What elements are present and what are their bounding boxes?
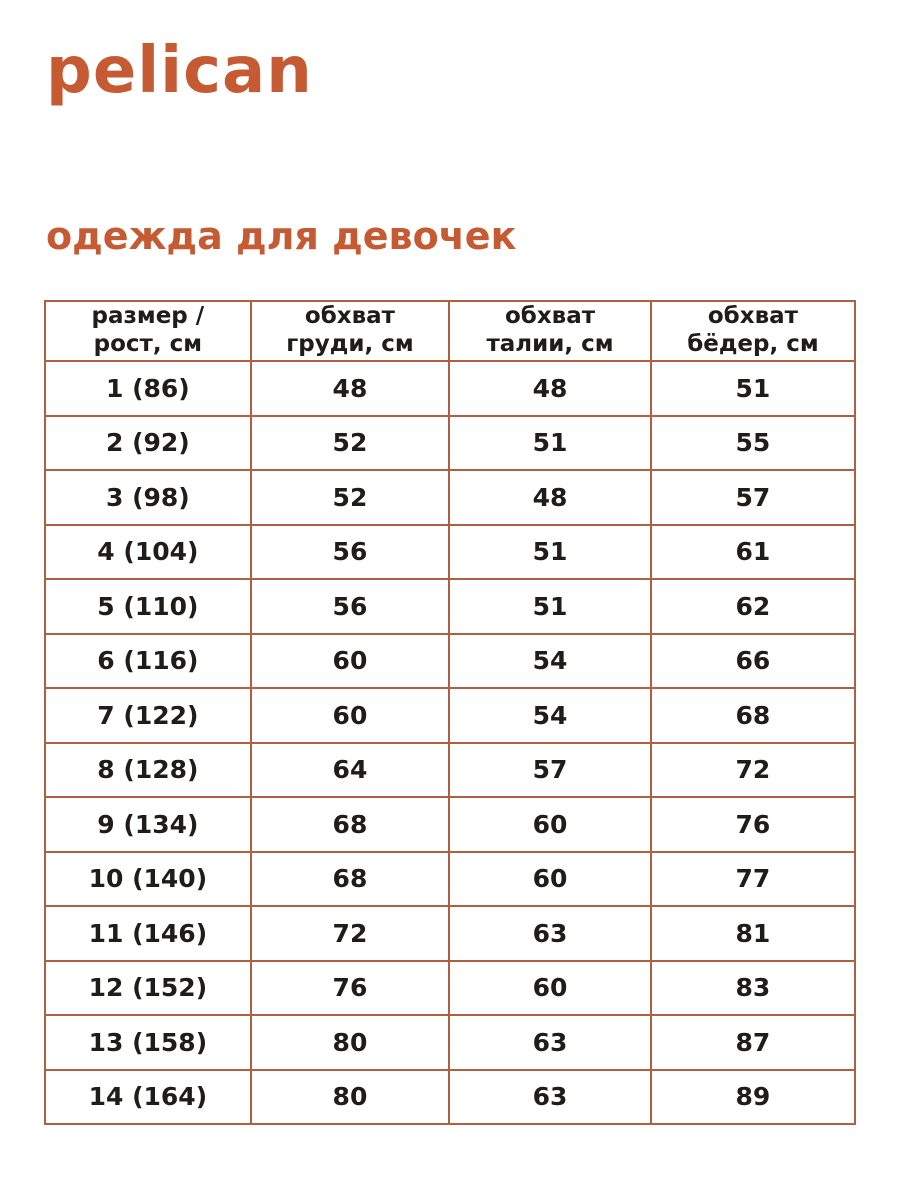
size-height-cell: 5 (110): [44, 578, 252, 635]
table-row: 14 (164) 80 63 89: [44, 1068, 857, 1125]
table-row: 2 (92) 52 51 55: [44, 414, 857, 471]
table-row: 1 (86) 48 48 51: [44, 360, 857, 417]
chest-cell: 56: [249, 578, 451, 635]
column-header-waist: обхват талии, см: [448, 300, 652, 362]
page-title: одежда для девочек: [46, 214, 517, 258]
column-header-chest: обхват груди, см: [249, 300, 451, 362]
hips-cell: 61: [649, 523, 857, 580]
chest-cell: 76: [249, 959, 451, 1016]
pelican-logo: pelican: [46, 34, 313, 108]
table-row: 6 (116) 60 54 66: [44, 632, 857, 689]
size-height-cell: 7 (122): [44, 687, 252, 744]
hips-cell: 72: [649, 741, 857, 798]
size-height-cell: 4 (104): [44, 523, 252, 580]
size-table-body: 1 (86) 48 48 51 2 (92) 52 51 55 3 (98) 52 48 57 4 (1…: [44, 360, 857, 1125]
table-row: 9 (134) 68 60 76: [44, 796, 857, 853]
size-height-cell: 11 (146): [44, 905, 252, 962]
table-row: 10 (140) 68 60 77: [44, 850, 857, 907]
hips-cell: 77: [649, 850, 857, 907]
chest-cell: 52: [249, 469, 451, 526]
hips-cell: 57: [649, 469, 857, 526]
header-row: размер / рост, см обхват груди, см обхва…: [44, 300, 857, 362]
size-height-cell: 12 (152): [44, 959, 252, 1016]
size-table-header: размер / рост, см обхват груди, см обхва…: [44, 300, 857, 362]
column-header-hips: обхват бёдер, см: [649, 300, 857, 362]
table-row: 5 (110) 56 51 62: [44, 578, 857, 635]
chest-cell: 56: [249, 523, 451, 580]
waist-cell: 51: [448, 414, 652, 471]
size-height-cell: 9 (134): [44, 796, 252, 853]
table-row: 8 (128) 64 57 72: [44, 741, 857, 798]
size-height-cell: 8 (128): [44, 741, 252, 798]
table-row: 3 (98) 52 48 57: [44, 469, 857, 526]
size-height-cell: 1 (86): [44, 360, 252, 417]
waist-cell: 60: [448, 850, 652, 907]
waist-cell: 54: [448, 687, 652, 744]
chest-cell: 80: [249, 1068, 451, 1125]
hips-cell: 76: [649, 796, 857, 853]
waist-cell: 57: [448, 741, 652, 798]
waist-cell: 48: [448, 469, 652, 526]
table-row: 4 (104) 56 51 61: [44, 523, 857, 580]
hips-cell: 55: [649, 414, 857, 471]
size-height-cell: 10 (140): [44, 850, 252, 907]
size-height-cell: 2 (92): [44, 414, 252, 471]
chest-cell: 48: [249, 360, 451, 417]
chest-cell: 60: [249, 632, 451, 689]
size-height-cell: 14 (164): [44, 1068, 252, 1125]
waist-cell: 51: [448, 578, 652, 635]
hips-cell: 62: [649, 578, 857, 635]
waist-cell: 48: [448, 360, 652, 417]
chest-cell: 68: [249, 796, 451, 853]
table-row: 12 (152) 76 60 83: [44, 959, 857, 1016]
chest-cell: 72: [249, 905, 451, 962]
size-height-cell: 6 (116): [44, 632, 252, 689]
chest-cell: 64: [249, 741, 451, 798]
waist-cell: 54: [448, 632, 652, 689]
size-height-cell: 3 (98): [44, 469, 252, 526]
hips-cell: 66: [649, 632, 857, 689]
column-header-size-height: размер / рост, см: [44, 300, 252, 362]
chest-cell: 80: [249, 1014, 451, 1071]
chest-cell: 60: [249, 687, 451, 744]
hips-cell: 68: [649, 687, 857, 744]
table-row: 7 (122) 60 54 68: [44, 687, 857, 744]
hips-cell: 51: [649, 360, 857, 417]
table-row: 13 (158) 80 63 87: [44, 1014, 857, 1071]
table-row: 11 (146) 72 63 81: [44, 905, 857, 962]
waist-cell: 60: [448, 796, 652, 853]
waist-cell: 63: [448, 1068, 652, 1125]
chest-cell: 68: [249, 850, 451, 907]
waist-cell: 60: [448, 959, 652, 1016]
size-height-cell: 13 (158): [44, 1014, 252, 1071]
waist-cell: 63: [448, 1014, 652, 1071]
waist-cell: 63: [448, 905, 652, 962]
hips-cell: 83: [649, 959, 857, 1016]
hips-cell: 81: [649, 905, 857, 962]
size-table: размер / рост, см обхват груди, см обхва…: [44, 300, 857, 1125]
hips-cell: 89: [649, 1068, 857, 1125]
hips-cell: 87: [649, 1014, 857, 1071]
waist-cell: 51: [448, 523, 652, 580]
chest-cell: 52: [249, 414, 451, 471]
